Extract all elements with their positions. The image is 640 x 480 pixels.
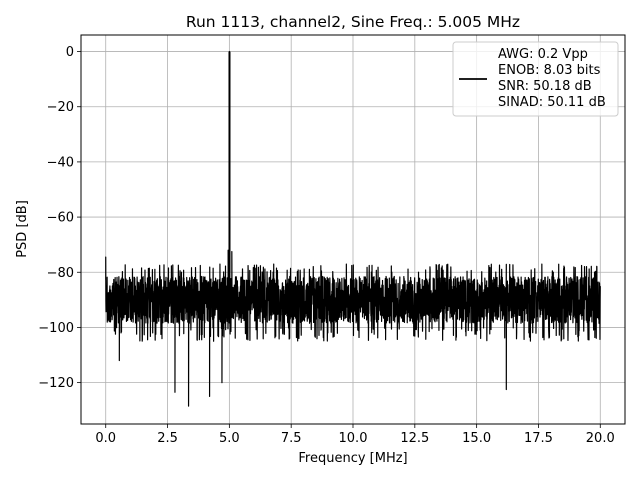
- y-axis: 0 −20 −40 −60 −80 −100 −120: [38, 45, 81, 391]
- legend: AWG: 0.2 Vpp ENOB: 8.03 bits SNR: 50.18 …: [452, 41, 619, 117]
- x-tick-label: 7.5: [281, 431, 302, 446]
- x-tick-label: 20.0: [586, 431, 615, 446]
- y-axis-label: PSD [dB]: [15, 200, 30, 258]
- x-tick-label: 12.5: [400, 431, 429, 446]
- y-tick-label: −120: [38, 376, 74, 391]
- psd-line: [105, 50, 601, 407]
- y-tick-label: −80: [47, 266, 74, 281]
- legend-enob: ENOB: 8.03 bits: [498, 63, 601, 78]
- legend-sinad: SINAD: 50.11 dB: [498, 95, 606, 110]
- legend-awg: AWG: 0.2 Vpp: [498, 47, 588, 62]
- x-tick-label: 17.5: [524, 431, 553, 446]
- x-tick-label: 2.5: [157, 431, 178, 446]
- x-tick-label: 0.0: [95, 431, 116, 446]
- legend-box: [452, 41, 619, 117]
- x-axis: 0.0 2.5 5.0 7.5 10.0 12.5 15.0 17.5 20.0: [95, 424, 615, 446]
- x-tick-label: 15.0: [462, 431, 491, 446]
- psd-series: [105, 50, 601, 407]
- x-tick-label: 5.0: [219, 431, 240, 446]
- y-tick-label: −100: [38, 321, 74, 336]
- y-tick-label: −40: [47, 155, 74, 170]
- legend-snr: SNR: 50.18 dB: [498, 79, 592, 94]
- x-axis-label: Frequency [MHz]: [298, 451, 407, 466]
- x-tick-label: 10.0: [339, 431, 368, 446]
- chart-title: Run 1113, channel2, Sine Freq.: 5.005 MH…: [186, 13, 520, 31]
- y-tick-label: 0: [66, 45, 74, 60]
- y-tick-label: −60: [47, 211, 74, 226]
- y-tick-label: −20: [47, 100, 74, 115]
